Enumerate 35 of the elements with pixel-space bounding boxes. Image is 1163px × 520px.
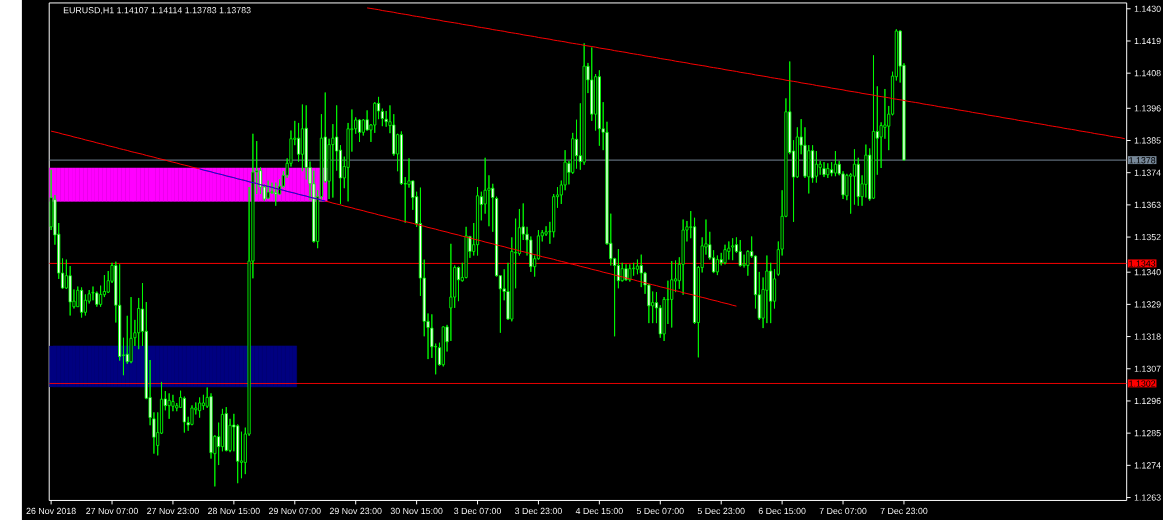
y-tick-label: 1.1385 bbox=[1134, 137, 1161, 144]
y-tick-label: 1.1307 bbox=[1134, 365, 1161, 372]
y-tick-label: 1.1419 bbox=[1134, 37, 1161, 45]
y-tick-label: 1.1329 bbox=[1134, 301, 1161, 308]
y-tick-label: 1.1396 bbox=[1134, 105, 1161, 112]
y-tick-label: 1.1374 bbox=[1134, 169, 1161, 176]
x-tick-label: 30 Nov 15:00 bbox=[390, 507, 443, 515]
x-tick-label: 27 Nov 07:00 bbox=[86, 507, 138, 515]
x-tick-label: 3 Dec 23:00 bbox=[514, 507, 562, 515]
y-tick-label: 1.1430 bbox=[1134, 5, 1161, 12]
x-tick-label: 29 Nov 07:00 bbox=[268, 507, 321, 515]
ref-line-label: 1.1343 bbox=[1129, 260, 1156, 267]
x-tick-label: 7 Dec 23:00 bbox=[880, 507, 928, 515]
x-tick-label: 7 Dec 07:00 bbox=[819, 507, 867, 515]
x-tick-label: 29 Nov 23:00 bbox=[329, 507, 382, 515]
ref-line-label: 1.1302 bbox=[1129, 380, 1156, 387]
x-tick-label: 26 Nov 2018 bbox=[26, 507, 76, 515]
y-tick-label: 1.1318 bbox=[1134, 333, 1161, 340]
x-tick-label: 5 Dec 23:00 bbox=[697, 507, 745, 515]
x-tick-label: 27 Nov 23:00 bbox=[147, 507, 199, 515]
x-tick-label: 28 Nov 15:00 bbox=[208, 507, 260, 515]
ref-line-label: 1.1378 bbox=[1129, 157, 1156, 164]
y-tick-label: 1.1352 bbox=[1134, 233, 1161, 241]
x-tick-label: 6 Dec 15:00 bbox=[758, 507, 806, 515]
y-tick-label: 1.1296 bbox=[1134, 397, 1161, 405]
y-tick-label: 1.1340 bbox=[1134, 269, 1161, 276]
y-tick-label: 1.1285 bbox=[1134, 429, 1161, 437]
chart-title: EURUSD,H1 1.14107 1.14114 1.13783 1.13783 bbox=[63, 7, 251, 15]
x-tick-label: 3 Dec 07:00 bbox=[454, 507, 501, 515]
y-tick-label: 1.1408 bbox=[1134, 70, 1161, 77]
y-tick-label: 1.1274 bbox=[1134, 462, 1161, 469]
x-tick-label: 5 Dec 07:00 bbox=[636, 507, 684, 515]
y-tick-label: 1.1363 bbox=[1134, 201, 1161, 208]
x-tick-label: 4 Dec 15:00 bbox=[575, 507, 623, 515]
y-tick-label: 1.1263 bbox=[1134, 494, 1161, 501]
